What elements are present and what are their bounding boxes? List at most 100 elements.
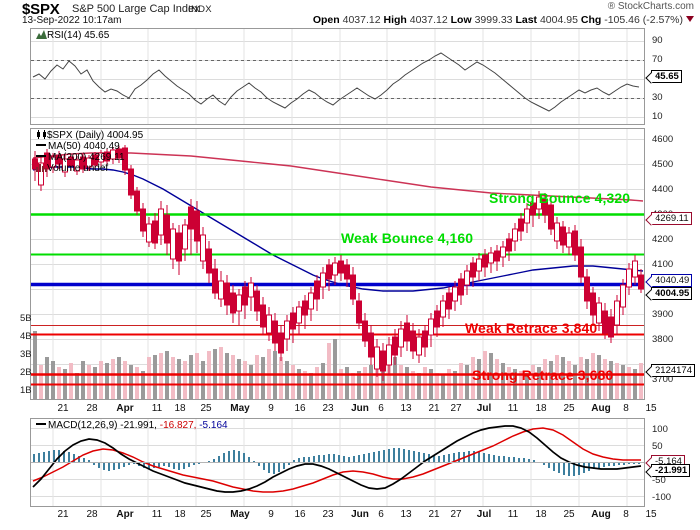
xlab-9: 23 (322, 403, 334, 414)
xlab-6: May (230, 403, 250, 414)
xlab2-1: 28 (86, 509, 98, 520)
xlab2-3: 11 (151, 509, 163, 520)
macd-plot (31, 419, 644, 506)
annotation-weak-bounce: Weak Bounce 4,160 (341, 230, 474, 246)
price-ytick-4100: 4100 (652, 259, 674, 270)
ma50-legend-text: MA(50) 4040.49 (48, 141, 120, 152)
xlab-2: Apr (116, 403, 134, 414)
macd-signal-value: -16.827, (159, 420, 197, 431)
rsi-ytick-30: 30 (652, 92, 663, 103)
rsi-ytick-70: 70 (652, 54, 663, 65)
xlab2-8: 16 (294, 509, 306, 520)
candlestick-icon (36, 130, 47, 139)
xlab2-15: Jul (476, 509, 492, 520)
rsi-ytick-90: 90 (652, 35, 663, 46)
rsi-legend-text: RSI(14) 45.65 (47, 30, 110, 41)
volume-legend: Volume undef (36, 163, 108, 174)
xlab-14: 27 (450, 403, 462, 414)
rsi-svg (31, 29, 644, 124)
xlab-19: Aug (591, 403, 611, 414)
xlab-8: 16 (294, 403, 306, 414)
price-ytick-3700: 3700 (652, 374, 674, 385)
xlab-21: 15 (645, 403, 657, 414)
macd-ytick-neg50: -50 (652, 475, 666, 486)
xlab2-16: 11 (507, 509, 519, 520)
xlab2-2: Apr (116, 509, 134, 520)
xlab2-5: 25 (200, 509, 212, 520)
xlab-11: 6 (378, 403, 384, 414)
rsi-panel-frame (30, 28, 645, 125)
macd-line-icon (36, 423, 46, 425)
volume-legend-text: Volume undef (47, 163, 109, 174)
open-label: Open (312, 14, 340, 26)
x-axis-secondary: 21 28 Apr 11 18 25 May 9 16 23 Jun 6 13 … (0, 509, 700, 525)
xlab-12: 13 (400, 403, 412, 414)
down-triangle-icon (686, 16, 694, 22)
volume-bars-icon (36, 163, 47, 172)
macd-legend-text: MACD(12,26,9) -21.991, (48, 420, 157, 431)
xlab2-14: 27 (450, 509, 462, 520)
xlab-18: 25 (563, 403, 575, 414)
xlab2-7: 9 (268, 509, 274, 520)
rsi-ytick-10: 10 (652, 111, 663, 122)
price-ytick-3800: 3800 (652, 334, 674, 345)
macd-signal-line (32, 427, 641, 493)
rsi-value-flag: 45.65 (651, 70, 682, 83)
ma200-line (32, 152, 644, 202)
xlab-0: 21 (57, 403, 69, 414)
symbol-name: S&P 500 Large Cap Index (72, 3, 200, 15)
rsi-indicator-icon (36, 30, 47, 39)
xlab2-21: 15 (645, 509, 657, 520)
xlab2-19: Aug (591, 509, 611, 520)
xlab2-4: 18 (174, 509, 186, 520)
chg-label: Chg (580, 14, 602, 26)
volume-value-flag: 2124174 (651, 364, 695, 377)
xlab-1: 28 (86, 403, 98, 414)
xlab2-0: 21 (57, 509, 69, 520)
xlab2-18: 25 (563, 509, 575, 520)
ma50-legend: MA(50) 4040.49 (36, 141, 120, 152)
xlab-5: 25 (200, 403, 212, 414)
price-ytick-4600: 4600 (652, 134, 674, 145)
macd-line (32, 425, 642, 493)
macd-ytick-50: 50 (652, 441, 663, 452)
ma50-line-icon (36, 144, 46, 146)
ma200-legend-text: MA(200) 4269.11 (48, 152, 125, 163)
macd-svg (31, 419, 644, 506)
stockcharts-brand: ® StockCharts.com (607, 1, 694, 12)
annotation-strong-retrace: Strong Retrace 3,680 (472, 367, 614, 383)
high-label: High (383, 14, 407, 26)
xlab-20: 8 (623, 403, 629, 414)
ma200-legend: MA(200) 4269.11 (36, 152, 125, 163)
volume-ytick-5b: 5B (20, 313, 32, 324)
x-axis-primary: 21 28 Apr 11 18 25 May 9 16 23 Jun 6 13 … (0, 403, 700, 419)
xlab-13: 21 (428, 403, 440, 414)
chart-timestamp: 13-Sep-2022 10:17am (22, 15, 122, 26)
price-ytick-4400: 4400 (652, 184, 674, 195)
xlab-10: Jun (351, 403, 369, 414)
xlab2-12: 13 (400, 509, 412, 520)
xlab-3: 11 (151, 403, 163, 414)
price-legend-text: $SPX (Daily) 4004.95 (47, 130, 144, 141)
xlab2-9: 23 (322, 509, 334, 520)
xlab2-20: 8 (623, 509, 629, 520)
volume-bars (33, 331, 643, 399)
low-label: Low (450, 14, 472, 26)
annotation-weak-retrace: Weak Retrace 3,840 (465, 320, 598, 336)
macd-legend: MACD(12,26,9) -21.991, -16.827, -5.164 (36, 420, 228, 431)
volume-ytick-1b: 1B (20, 385, 32, 396)
quote-bar: Open 4037.12 High 4037.12 Low 3999.33 La… (313, 14, 694, 26)
price-plot (31, 129, 644, 399)
volume-ytick-2b: 2B (20, 367, 32, 378)
price-ytick-4500: 4500 (652, 159, 674, 170)
symbol-exchange: INDX (188, 4, 212, 15)
xlab2-11: 6 (378, 509, 384, 520)
xlab-4: 18 (174, 403, 186, 414)
price-legend: $SPX (Daily) 4004.95 (36, 130, 143, 141)
last-value: 4004.95 (539, 14, 578, 26)
ma200-line-icon (36, 155, 46, 157)
macd-ytick-100: 100 (652, 424, 668, 435)
xlab-17: 18 (535, 403, 547, 414)
price-panel-frame (30, 128, 645, 400)
open-value: 4037.12 (342, 14, 381, 26)
